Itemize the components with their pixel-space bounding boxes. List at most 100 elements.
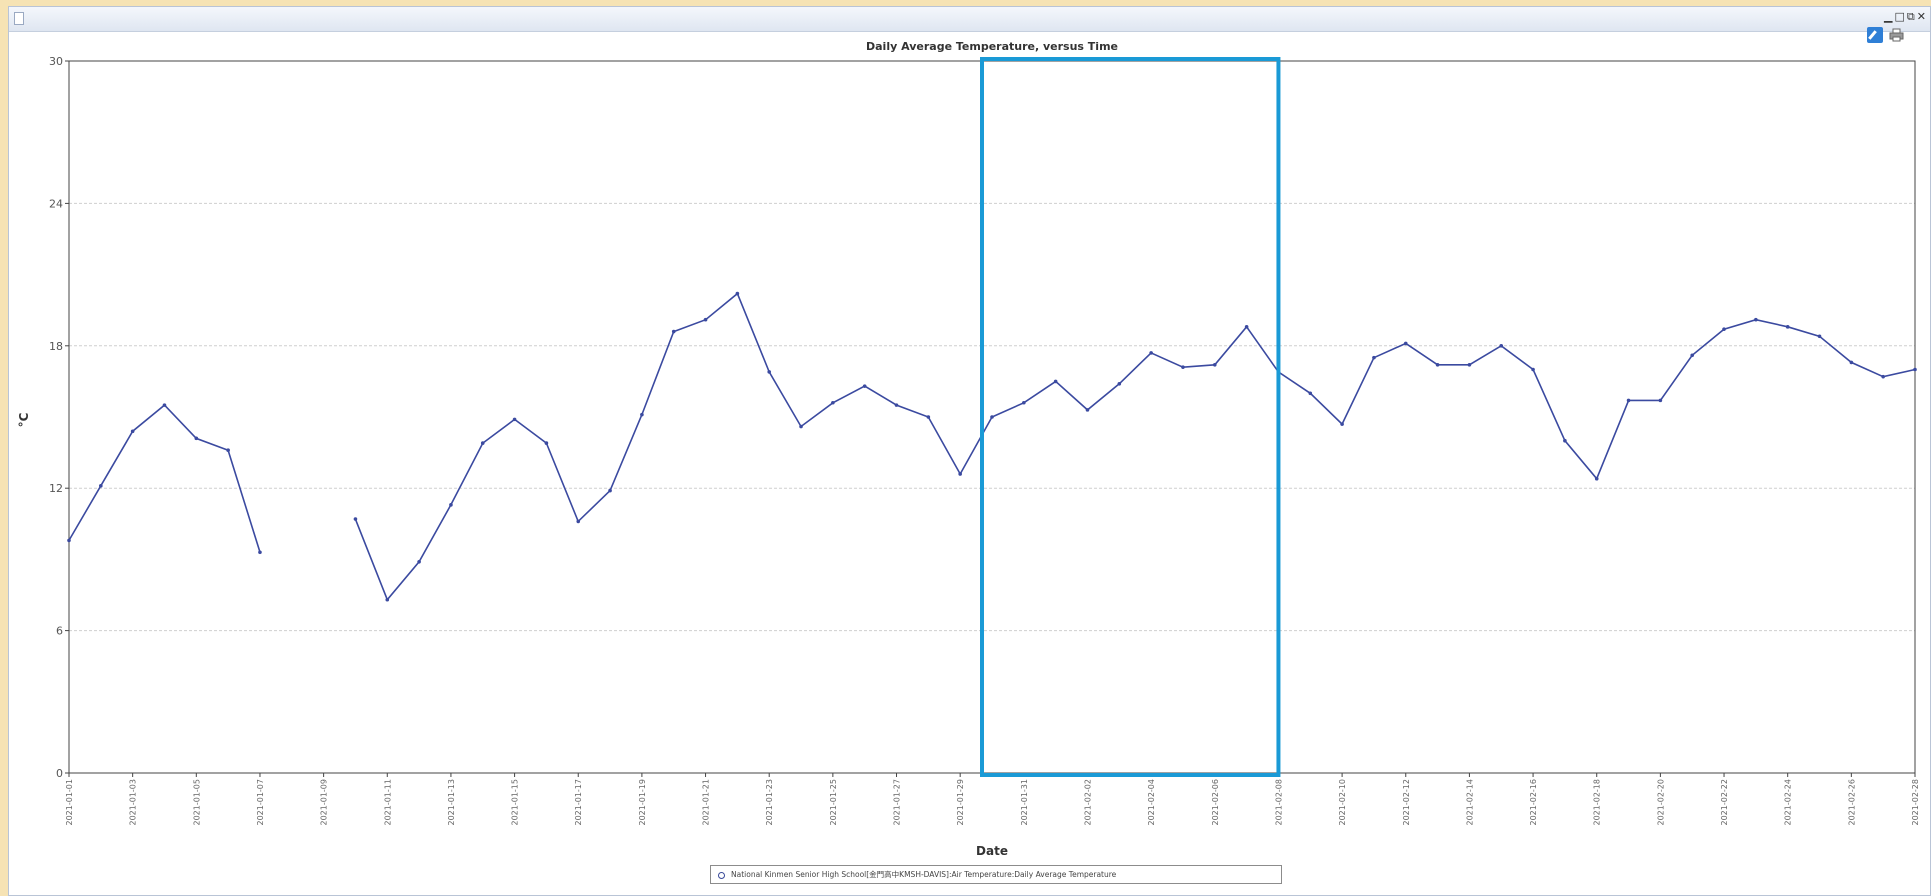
x-tick-label: 2021-02-06 [1211,779,1220,826]
data-point [162,403,167,407]
data-point [130,429,135,434]
x-axis-label: Date [976,844,1008,858]
data-point [1340,422,1344,426]
x-tick-label: 2021-01-21 [702,779,711,826]
x-tick-label: 2021-01-09 [320,779,329,826]
data-point [990,415,994,419]
x-tick-label: 2021-01-07 [256,779,265,826]
data-point [608,488,612,493]
data-point [1467,362,1472,367]
data-point [385,597,390,602]
data-point [353,517,358,521]
data-point [480,441,485,445]
x-tick-label: 2021-01-11 [383,779,392,826]
x-tick-label: 2021-01-01 [65,779,74,826]
data-point [1785,325,1790,329]
x-axis-ticks: 2021-01-01 2021-01-03 2021-01-05 2021-01-07… [65,773,1920,826]
data-point [1085,408,1090,412]
data-point [671,329,676,334]
y-tick-label: 6 [56,625,63,638]
chart-window: ▁□⧉✕ [8,6,1931,896]
x-tick-label: 2021-02-16 [1529,779,1538,826]
data-point [640,412,644,417]
data-point [735,291,740,296]
y-axis-ticks: 0 6 12 18 24 30 [49,55,69,780]
minimize-icon[interactable]: ▁ [1884,10,1895,23]
restore-icon[interactable]: ⧉ [1906,10,1917,23]
data-point [417,559,421,564]
data-point [1022,400,1026,405]
legend: National Kinmen Senior High School[金門高中K… [710,865,1282,884]
x-tick-label: 2021-01-29 [956,779,965,826]
data-point [1308,391,1313,396]
x-tick-label: 2021-01-03 [129,779,138,826]
data-point [831,400,835,405]
data-point [1594,476,1599,481]
data-point [703,317,708,322]
data-point [799,424,803,429]
data-point [1754,317,1758,322]
data-point [1881,374,1885,379]
data-point [1722,327,1726,331]
x-tick-label: 2021-01-13 [447,779,456,826]
data-point [258,550,262,555]
y-axis-label: °C [17,412,31,427]
data-point [576,519,581,524]
x-tick-label: 2021-01-05 [192,779,201,826]
data-point [1117,381,1122,386]
x-tick-label: 2021-02-08 [1274,779,1283,826]
chart-title: Daily Average Temperature, versus Time [866,40,1118,53]
x-tick-label: 2021-02-20 [1656,779,1665,826]
x-tick-label: 2021-01-23 [765,779,774,826]
highlight-box [980,57,1281,777]
data-point [1531,367,1535,372]
y-tick-label: 30 [49,55,63,68]
data-point [1244,325,1249,329]
data-point [767,370,772,374]
data-point [194,436,199,441]
data-point [1053,379,1058,384]
print-icon[interactable] [1889,28,1904,42]
y-tick-label: 18 [49,340,63,353]
data-point [1626,398,1631,403]
close-icon[interactable]: ✕ [1916,10,1928,23]
data-point [1658,398,1663,403]
series-layer [67,291,1917,602]
edit-icon[interactable] [1867,27,1883,43]
data-point [1563,438,1567,443]
x-tick-label: 2021-01-31 [1020,779,1029,826]
grid-lines [69,202,1915,632]
data-point [1435,362,1440,367]
x-tick-label: 2021-02-26 [1847,779,1856,826]
legend-marker-icon [718,871,725,879]
data-point [1499,344,1504,348]
data-point [99,484,103,488]
x-tick-label: 2021-02-18 [1593,779,1602,826]
x-tick-label: 2021-02-12 [1402,779,1411,826]
legend-label: National Kinmen Senior High School[金門高中K… [731,870,1117,879]
data-point [1149,351,1153,355]
y-tick-label: 0 [56,767,63,780]
data-point [1849,360,1854,365]
highlight-layer [980,57,1281,777]
data-point [958,472,962,476]
data-point [1817,334,1822,339]
window-titlebar: ▁□⧉✕ [9,7,1930,32]
data-point [1690,353,1695,358]
series-line [68,292,1916,602]
data-point [1913,367,1917,372]
data-point [449,503,453,507]
data-point [1403,341,1408,346]
data-point [67,538,71,543]
data-point [544,441,549,445]
data-point [926,415,931,419]
x-tick-label: 2021-02-24 [1784,779,1793,826]
x-tick-label: 2021-01-15 [511,779,520,826]
document-icon [14,12,24,25]
x-tick-label: 2021-02-28 [1911,779,1920,826]
x-tick-label: 2021-01-17 [574,779,583,826]
maximize-icon[interactable]: □ [1894,10,1907,23]
data-point [862,384,867,388]
data-point [1212,362,1217,367]
